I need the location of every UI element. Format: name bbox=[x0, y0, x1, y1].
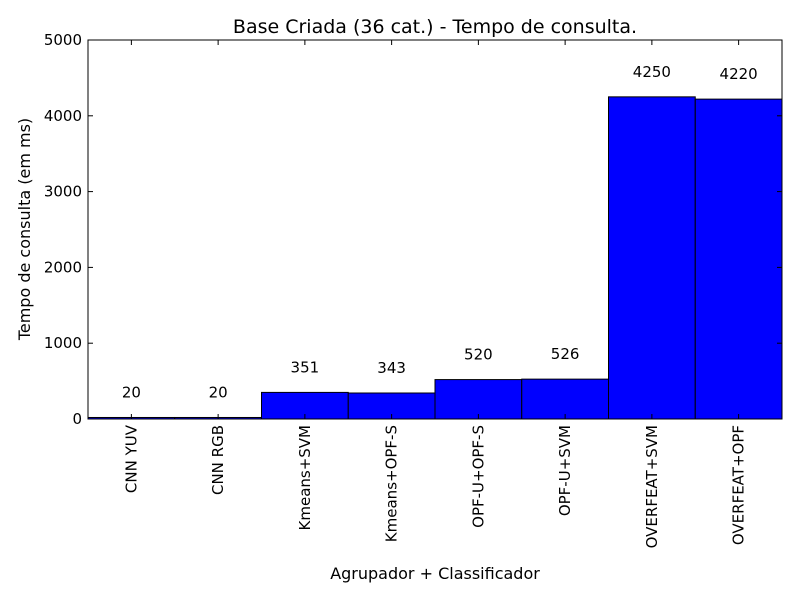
x-tick-label-0: CNN YUV bbox=[122, 424, 140, 493]
x-tick-label-1: CNN RGB bbox=[209, 425, 227, 495]
x-tick-label-7: OVERFEAT+OPF bbox=[730, 425, 748, 545]
x-axis-label: Agrupador + Classificador bbox=[330, 564, 540, 583]
data-label-1: 20 bbox=[209, 383, 228, 401]
y-tick-label-0: 0 bbox=[72, 410, 82, 428]
data-label-2: 351 bbox=[291, 358, 320, 376]
bar-6 bbox=[608, 96, 696, 420]
x-tick-label-6: OVERFEAT+SVM bbox=[643, 425, 661, 548]
y-tick-label-4: 4000 bbox=[44, 107, 82, 125]
x-tick-label-2: Kmeans+SVM bbox=[296, 425, 314, 530]
y-tick-label-1: 1000 bbox=[44, 334, 82, 352]
bar-4 bbox=[434, 379, 523, 420]
data-label-6: 4250 bbox=[633, 63, 671, 81]
chart-title: Base Criada (36 cat.) - Tempo de consult… bbox=[233, 16, 637, 38]
y-tick-label-2: 2000 bbox=[44, 258, 82, 276]
data-label-7: 4220 bbox=[720, 65, 758, 83]
bar-5 bbox=[521, 378, 609, 420]
bar-7 bbox=[694, 98, 783, 420]
x-tick-label-5: OPF-U+SVM bbox=[556, 425, 574, 516]
data-label-5: 526 bbox=[551, 345, 580, 363]
bars-group bbox=[87, 96, 783, 420]
y-tick-label-5: 5000 bbox=[44, 31, 82, 49]
y-axis-label: Tempo de consulta (em ms) bbox=[15, 118, 34, 341]
data-label-4: 520 bbox=[464, 346, 493, 364]
y-axis: 0 1000 2000 3000 4000 5000 bbox=[44, 31, 782, 428]
x-tick-label-3: Kmeans+OPF-S bbox=[383, 425, 401, 542]
y-tick-label-3: 3000 bbox=[44, 183, 82, 201]
x-axis: CNN YUV CNN RGB Kmeans+SVM Kmeans+OPF-S OPF-… bbox=[122, 40, 748, 548]
data-label-3: 343 bbox=[377, 359, 406, 377]
x-tick-label-4: OPF-U+OPF-S bbox=[469, 425, 487, 528]
plot-frame bbox=[87, 39, 783, 420]
data-label-0: 20 bbox=[122, 383, 141, 401]
data-labels-group: 20 20 351 343 520 526 4250 4220 bbox=[122, 63, 758, 402]
